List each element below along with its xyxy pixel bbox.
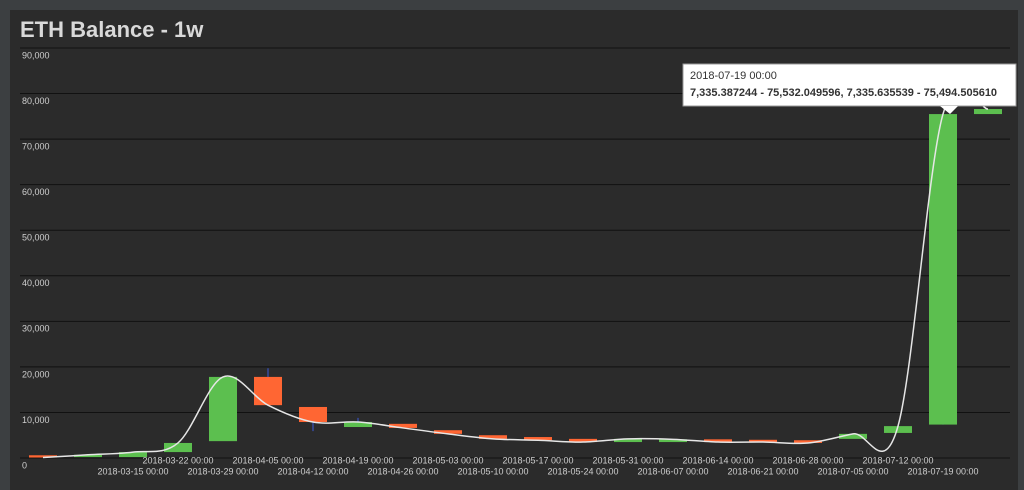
x-tick-label: 2018-04-12 00:00 (277, 466, 348, 476)
candle-body (884, 426, 912, 433)
x-tick-label: 2018-07-19 00:00 (907, 466, 978, 476)
x-tick-label: 2018-05-03 00:00 (412, 455, 483, 465)
candle-body (389, 423, 417, 428)
y-tick-label: 70,000 (22, 141, 50, 151)
x-tick-label: 2018-06-07 00:00 (637, 466, 708, 476)
candle-body (479, 435, 507, 439)
candle-body (974, 109, 1002, 115)
tooltip-text: 7,335.387244 - 75,532.049596, 7,335.6355… (690, 87, 997, 99)
plot: 0 10,000 20,000 30,000 40,000 50,000 60,000 70,… (20, 47, 1010, 476)
candle-body (839, 433, 867, 439)
x-tick-label: 2018-04-05 00:00 (232, 455, 303, 465)
candle-body (704, 439, 732, 443)
y-tick-label: 0 (22, 460, 27, 470)
x-tick-label: 2018-07-12 00:00 (862, 455, 933, 465)
x-tick-label: 2018-03-22 00:00 (142, 455, 213, 465)
y-tick-label: 60,000 (22, 187, 50, 197)
candle-body (254, 376, 282, 406)
candle-body (524, 437, 552, 441)
candle-body (929, 114, 957, 425)
candle-body (164, 442, 192, 453)
tooltip-pointer (940, 106, 958, 114)
y-tick-label: 20,000 (22, 369, 50, 379)
x-tick-label: 2018-06-28 00:00 (772, 455, 843, 465)
candle-body (119, 452, 147, 458)
candle-body (569, 438, 597, 443)
candle-body (209, 376, 237, 442)
candle-body (74, 454, 102, 458)
x-tick-label: 2018-05-24 00:00 (547, 466, 618, 476)
candle-body (749, 439, 777, 443)
candle-body (434, 430, 462, 434)
x-tick-label: 2018-03-15 00:00 (97, 466, 168, 476)
x-tick-label: 2018-03-29 00:00 (187, 466, 258, 476)
y-tick-label: 50,000 (22, 233, 50, 243)
candle-body (659, 439, 687, 443)
y-tick-label: 30,000 (22, 324, 50, 334)
candle-body (29, 455, 57, 458)
y-tick-label: 80,000 (22, 96, 50, 106)
tooltip-box (682, 63, 1017, 107)
x-tick-label: 2018-06-21 00:00 (727, 466, 798, 476)
x-tick-label: 2018-06-14 00:00 (682, 455, 753, 465)
candle-body (794, 440, 822, 443)
x-tick-label: 2018-05-31 00:00 (592, 455, 663, 465)
y-tick-label: 10,000 (22, 415, 50, 425)
chart-title: ETH Balance - 1w (20, 17, 204, 42)
x-tick-label: 2018-05-10 00:00 (457, 466, 528, 476)
x-tick-label: 2018-05-17 00:00 (502, 455, 573, 465)
tooltip: 2018-07-19 00:00 7,335.387244 - 75,532.0… (682, 63, 1017, 114)
tooltip-title: 2018-07-19 00:00 (690, 70, 777, 82)
y-tick-label: 40,000 (22, 278, 50, 288)
close-line (42, 88, 989, 459)
candle-body (614, 438, 642, 443)
x-tick-label: 2018-07-05 00:00 (817, 466, 888, 476)
candle-body (344, 422, 372, 428)
x-tick-label: 2018-04-19 00:00 (322, 455, 393, 465)
candle-body (299, 406, 327, 423)
x-tick-label: 2018-04-26 00:00 (367, 466, 438, 476)
y-tick-label: 90,000 (22, 50, 50, 60)
